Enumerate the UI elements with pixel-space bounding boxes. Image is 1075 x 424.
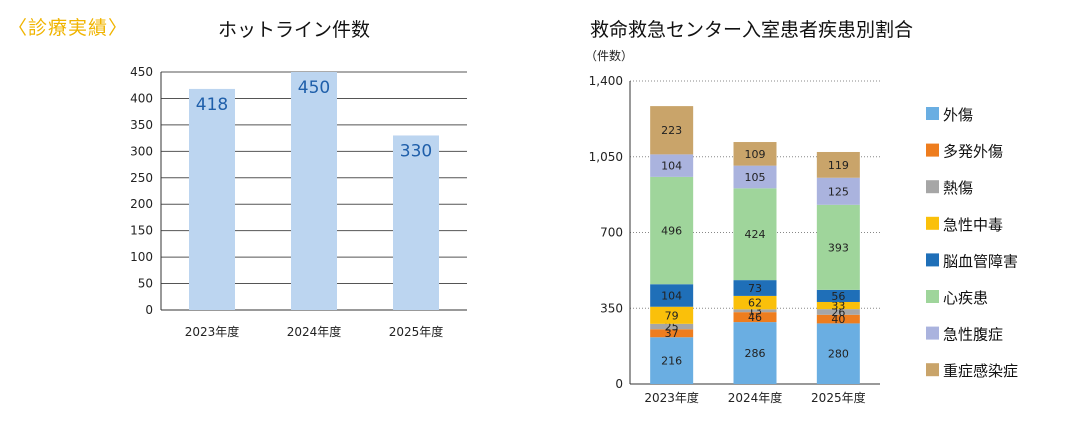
er-bar-segment: [650, 323, 694, 330]
hotline-ytick-label: 0: [145, 303, 153, 317]
er-ytick-label: 1,400: [589, 74, 623, 88]
er-segment-label: 216: [661, 355, 682, 368]
er-bar-segment: [733, 322, 777, 384]
legend-label: 外傷: [943, 106, 973, 124]
hotline-ytick-label: 250: [130, 171, 153, 185]
er-bar-segment: [816, 151, 860, 178]
er-bar-segment: [733, 142, 777, 166]
legend-label: 多発外傷: [943, 143, 1003, 161]
legend-label: 熱傷: [943, 179, 973, 197]
hotline-ytick-label: 450: [130, 65, 153, 79]
er-bar-segment: [816, 301, 860, 310]
hotline-category-label: 2023年度: [185, 324, 240, 339]
er-bar-segment: [733, 309, 777, 313]
er-bar-segment: [650, 329, 694, 338]
er-bar-segment: [816, 323, 860, 384]
legend-swatch: [926, 290, 939, 303]
er-segment-label: 393: [828, 241, 849, 254]
er-ytick-label: 1,050: [589, 150, 623, 164]
er-segment-label: 62: [748, 297, 762, 310]
er-bar-segment: [733, 280, 777, 296]
hotline-ytick-label: 300: [130, 144, 153, 158]
er-chart-title: 救命救急センター入室患者疾患別割合: [590, 19, 914, 41]
hotline-data-label: 450: [298, 78, 330, 98]
legend-swatch: [926, 216, 939, 230]
er-bar-segment: [733, 312, 777, 323]
legend-label: 脳血管障害: [943, 252, 1018, 270]
er-category-label: 2024年度: [728, 390, 783, 405]
legend-label: 急性中毒: [943, 216, 1003, 234]
hotline-category-label: 2025年度: [389, 324, 444, 339]
er-segment-label: 104: [661, 160, 682, 173]
er-category-label: 2023年度: [644, 390, 699, 405]
er-bar-segment: [650, 106, 694, 155]
legend-swatch: [926, 253, 939, 267]
er-bar-segment: [816, 314, 860, 324]
er-segment-label: 496: [661, 225, 682, 238]
er-bar-segment: [650, 154, 694, 177]
er-segment-label: 286: [745, 347, 766, 360]
er-bar-segment: [816, 204, 860, 290]
er-segment-label: 223: [661, 124, 682, 137]
hotline-ytick-label: 100: [130, 250, 153, 264]
er-segment-label: 46: [748, 311, 762, 324]
er-bar-segment: [650, 306, 694, 324]
legend-label: 心疾患: [943, 289, 988, 307]
er-segment-label: 109: [745, 148, 766, 161]
er-segment-label: 40: [831, 313, 845, 326]
er-segment-label: 73: [748, 282, 762, 295]
er-bar-segment: [733, 295, 777, 310]
er-segment-label: 56: [831, 290, 845, 303]
er-segment-label: 33: [831, 300, 845, 313]
er-bar-segment: [816, 177, 860, 205]
hotline-ytick-label: 200: [130, 197, 153, 211]
er-segment-label: 79: [665, 309, 679, 322]
er-segment-label: 280: [828, 348, 849, 361]
er-ytick-label: 350: [600, 301, 623, 315]
er-bar-segment: [816, 309, 860, 315]
er-segment-label: 119: [828, 159, 849, 172]
legend-label: 急性腹症: [943, 326, 1003, 344]
er-y-unit-label: （件数）: [585, 48, 633, 63]
hotline-data-label: 330: [400, 141, 432, 161]
hotline-category-label: 2024年度: [287, 324, 342, 339]
hotline-data-label: 418: [196, 95, 228, 115]
legend-swatch: [926, 180, 939, 194]
legend-label: 重症感染症: [943, 362, 1018, 380]
legend-swatch: [926, 143, 939, 157]
er-bar-segment: [650, 337, 694, 384]
hotline-bar: [393, 135, 439, 310]
er-bar-segment: [816, 289, 860, 302]
er-segment-label: 37: [665, 327, 679, 340]
hotline-ytick-label: 50: [138, 277, 153, 291]
hotline-bar: [291, 72, 337, 310]
er-segment-label: 104: [661, 289, 682, 302]
hotline-chart-title: ホットライン件数: [218, 19, 371, 41]
er-segment-label: 26: [831, 306, 845, 319]
er-category-label: 2025年度: [811, 390, 866, 405]
er-segment-label: 125: [828, 185, 849, 198]
er-segment-label: 105: [745, 171, 766, 184]
er-bar-segment: [733, 165, 777, 189]
er-ytick-label: 0: [615, 377, 623, 391]
legend-swatch: [926, 326, 939, 340]
hotline-bar: [189, 88, 235, 311]
legend-swatch: [926, 363, 939, 377]
er-bar-segment: [650, 176, 694, 285]
er-bar-segment: [650, 284, 694, 307]
hotline-ytick-label: 150: [130, 224, 153, 238]
er-segment-label: 424: [745, 228, 766, 241]
er-bar-segment: [733, 188, 777, 281]
legend-swatch: [926, 107, 939, 120]
section-label: 〈診療実績〉: [8, 17, 129, 39]
hotline-ytick-label: 350: [130, 118, 153, 132]
hotline-ytick-label: 400: [130, 91, 153, 105]
er-ytick-label: 700: [600, 226, 623, 240]
